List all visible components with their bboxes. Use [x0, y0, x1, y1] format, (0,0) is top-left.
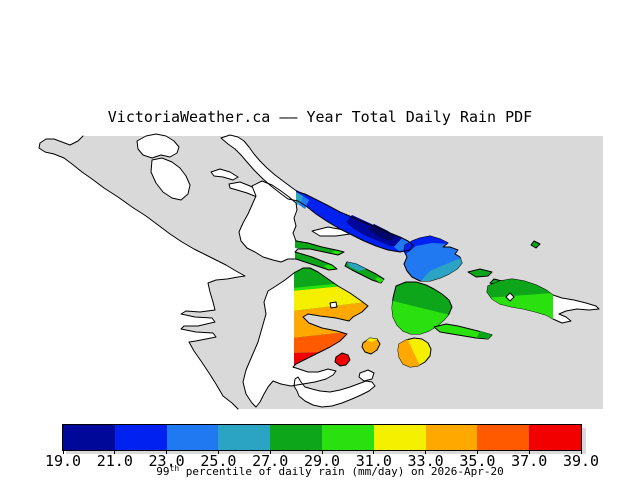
island-thetis — [136, 133, 180, 159]
colorbar-segment-4 — [270, 425, 322, 450]
colorbar-segment-1 — [114, 425, 167, 450]
elk-lake — [329, 301, 338, 309]
coastline-saanich-peninsula — [242, 267, 369, 408]
colorbar-segment-5 — [321, 425, 374, 450]
region-orange-islet-yellow — [364, 338, 380, 342]
tick-mark-3 — [217, 450, 219, 454]
region-red-islet — [334, 352, 351, 367]
tick-mark-7 — [425, 450, 427, 454]
colorbar-segment-2 — [166, 425, 219, 450]
tick-label-37.0: 37.0 — [511, 452, 548, 470]
tick-label-29.0: 29.0 — [303, 452, 341, 470]
caption-prefix: 99 — [156, 465, 170, 478]
region-prevost-teal — [347, 262, 366, 271]
island-kuper — [150, 157, 191, 201]
island-saltspring-white — [239, 181, 297, 262]
tick-mark-1 — [114, 450, 116, 454]
colorbar-segment-0 — [63, 425, 115, 450]
colorbar-segment-7 — [425, 425, 478, 450]
tick-label-21.0: 21.0 — [96, 452, 133, 470]
islet-white-small — [358, 369, 375, 382]
land-vancouver-island — [30, 136, 245, 409]
tick-mark-10 — [580, 450, 582, 454]
tick-mark-8 — [476, 450, 478, 454]
colorbar-segment-9 — [529, 425, 581, 450]
tick-mark-2 — [166, 450, 168, 454]
tick-label-25.0: 25.0 — [200, 452, 237, 470]
tick-mark-4 — [269, 450, 271, 454]
colorbar-segment-8 — [477, 425, 530, 450]
region-saltspring-arm2-tip — [324, 264, 337, 270]
tick-label-39.0: 39.0 — [562, 452, 600, 470]
tick-label-27.0: 27.0 — [252, 452, 289, 470]
caption-superscript: th — [169, 464, 180, 473]
region-mayne-teal — [418, 257, 462, 281]
tick-label-35.0: 35.0 — [459, 452, 496, 470]
tick-mark-5 — [321, 450, 323, 454]
colorbar — [62, 424, 582, 451]
colorbar-segment-6 — [373, 425, 426, 450]
region-galiano-west-cyan — [296, 192, 303, 205]
tick-label-31.0: 31.0 — [355, 452, 392, 470]
region-prevost-tip — [375, 277, 384, 283]
coastline-galiano — [220, 134, 414, 253]
tick-label-33.0: 33.0 — [407, 452, 444, 470]
tick-mark-0 — [62, 450, 64, 454]
colorbar-caption: 99th percentile of daily rain (mm/day) o… — [30, 464, 630, 478]
region-islet-ne — [530, 240, 541, 249]
tick-mark-6 — [373, 450, 375, 454]
tick-label-19.0: 19.0 — [44, 452, 82, 470]
colorbar-segment-3 — [218, 425, 271, 450]
coastline-saltspring — [238, 180, 345, 271]
map-title: VictoriaWeather.ca —— Year Total Daily R… — [107, 108, 533, 126]
island-galiano-white — [221, 135, 296, 200]
region-galiano-navy-core — [368, 224, 396, 241]
island-sliver-1 — [210, 168, 239, 181]
caption-suffix: percentile of daily rain (mm/day) on 202… — [179, 465, 504, 478]
region-saltspring-arm1 — [295, 240, 344, 255]
region-samuel-1 — [467, 268, 493, 278]
saturna-lake — [505, 292, 515, 302]
region-south-pender-dark — [477, 331, 492, 339]
tick-mark-9 — [528, 450, 530, 454]
tick-label-23.0: 23.0 — [148, 452, 185, 470]
coastline-vancouver-island — [38, 135, 246, 410]
